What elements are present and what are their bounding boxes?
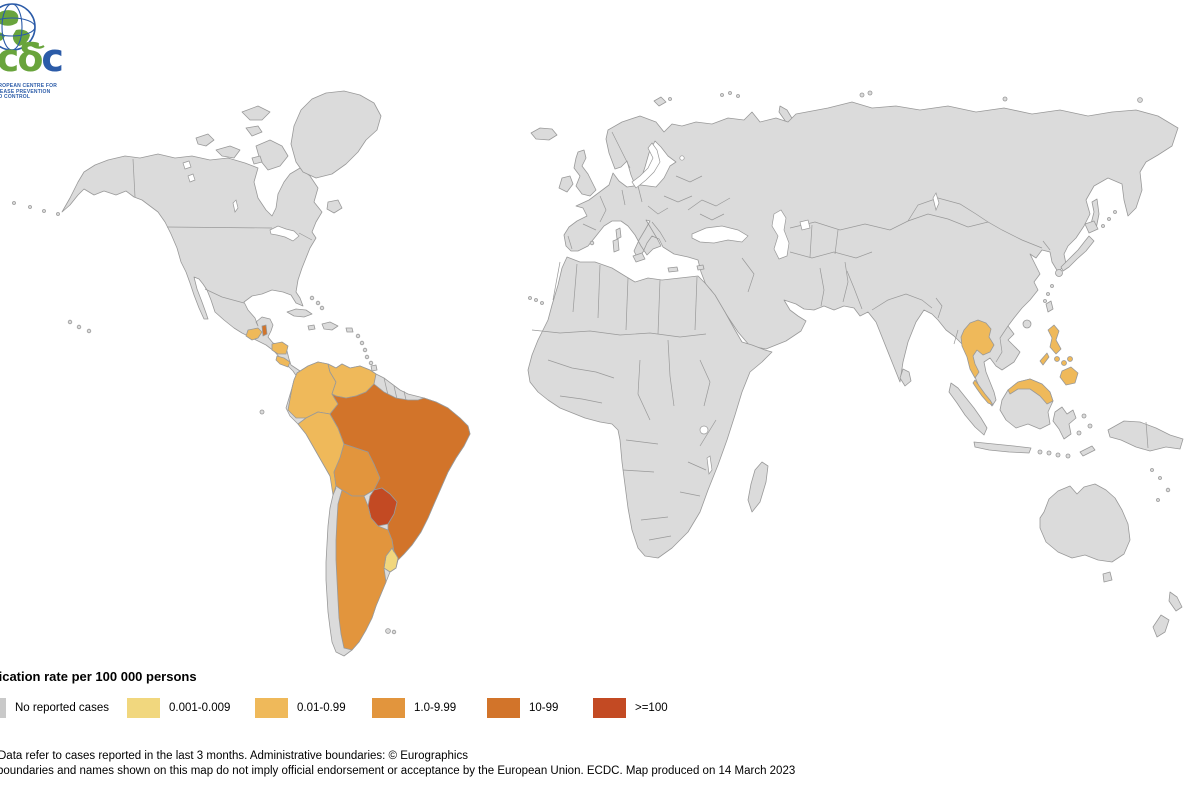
legend-item-gte-100: >=100	[593, 698, 668, 718]
country-brazil	[329, 383, 471, 561]
country-philippines-palawan	[1039, 352, 1050, 366]
landmass-africa	[527, 256, 773, 559]
island-trinidad	[370, 364, 378, 372]
lakes-and-seas	[182, 142, 940, 475]
footer-data-note: Data refer to cases reported in the last…	[0, 750, 468, 762]
legend-item-10-999: 1.0-9.99	[372, 698, 456, 718]
legend-swatch-10-999	[372, 698, 405, 718]
landmass-greenland	[290, 90, 382, 179]
island-sicily	[632, 252, 646, 263]
country-borders	[132, 131, 1149, 541]
country-malaysia-borneo	[1007, 378, 1054, 405]
island-taiwan	[1045, 300, 1054, 313]
island-galapagos	[259, 409, 265, 415]
island-svalbard	[653, 96, 667, 107]
country-costa-rica	[275, 355, 291, 368]
island-hainan	[1022, 319, 1032, 329]
legend-title: Notification rate per 100 000 persons	[0, 669, 197, 684]
ecdc-globe-icon	[0, 3, 45, 51]
legend-swatch-no-reported-cases	[0, 698, 6, 718]
country-philippines-visayas	[1054, 356, 1060, 362]
baltic-sea	[631, 142, 661, 189]
country-philippines-luzon	[1047, 324, 1062, 355]
island-madagascar	[747, 461, 769, 513]
country-guatemala	[245, 327, 263, 341]
island-kyushu	[1055, 269, 1063, 277]
ecdc-logo: ecδc EUROPEAN CENTRE FOR DISEASE PREVENT…	[0, 0, 90, 110]
island-sumatra	[948, 382, 988, 436]
country-nicaragua	[271, 341, 289, 355]
island-great-britain	[573, 149, 597, 197]
island-hispaniola	[321, 321, 339, 331]
island-cuba	[286, 308, 313, 318]
legend-swatch-0001-0009	[127, 698, 160, 718]
legend-item-0001-0009: 0.001-0.009	[127, 698, 230, 718]
island-sri-lanka	[899, 368, 912, 387]
black-sea	[691, 225, 749, 244]
lake-victoria	[699, 425, 709, 435]
country-philippines-mindanao	[1059, 366, 1079, 386]
landmass-north-america	[61, 153, 323, 380]
aral-sea	[799, 219, 811, 231]
island-hawaii	[67, 319, 73, 325]
island-ireland	[558, 175, 574, 193]
legend-swatch-001-099	[255, 698, 288, 718]
island-nz-north	[1168, 591, 1183, 612]
island-nz-south	[1152, 614, 1170, 638]
island-new-guinea	[1107, 420, 1184, 452]
country-thailand	[960, 319, 995, 379]
ecdc-tagline: EUROPEAN CENTRE FOR DISEASE PREVENTION A…	[0, 83, 58, 100]
footer-disclaimer: The boundaries and names shown on this m…	[0, 765, 796, 777]
legend-swatch-gte-100	[593, 698, 626, 718]
landmass-australia	[1039, 483, 1131, 563]
country-belize	[261, 324, 268, 337]
ecdc-wordmark: ecδc	[0, 36, 64, 80]
landmass-eurasia	[563, 101, 1179, 407]
legend-item-001-099: 0.01-0.99	[255, 698, 346, 718]
legend-item-10-99: 10-99	[487, 698, 558, 718]
great-lakes	[269, 225, 300, 242]
caspian-sea	[771, 209, 790, 260]
island-tasmania	[1102, 571, 1113, 583]
reporting-countries	[245, 319, 1079, 651]
island-sulawesi	[1052, 406, 1077, 440]
landmass-newfoundland	[326, 199, 343, 214]
island-honshu	[1060, 235, 1095, 272]
country-malaysia-peninsular	[972, 379, 994, 406]
island-hokkaido	[1084, 220, 1099, 234]
country-argentina	[335, 489, 395, 651]
legend-swatch-10-99	[487, 698, 520, 718]
island-iceland	[530, 127, 558, 141]
island-java	[973, 441, 1032, 454]
island-falklands	[385, 628, 391, 634]
legend-item-no-reported-cases: No reported cases	[0, 698, 109, 718]
